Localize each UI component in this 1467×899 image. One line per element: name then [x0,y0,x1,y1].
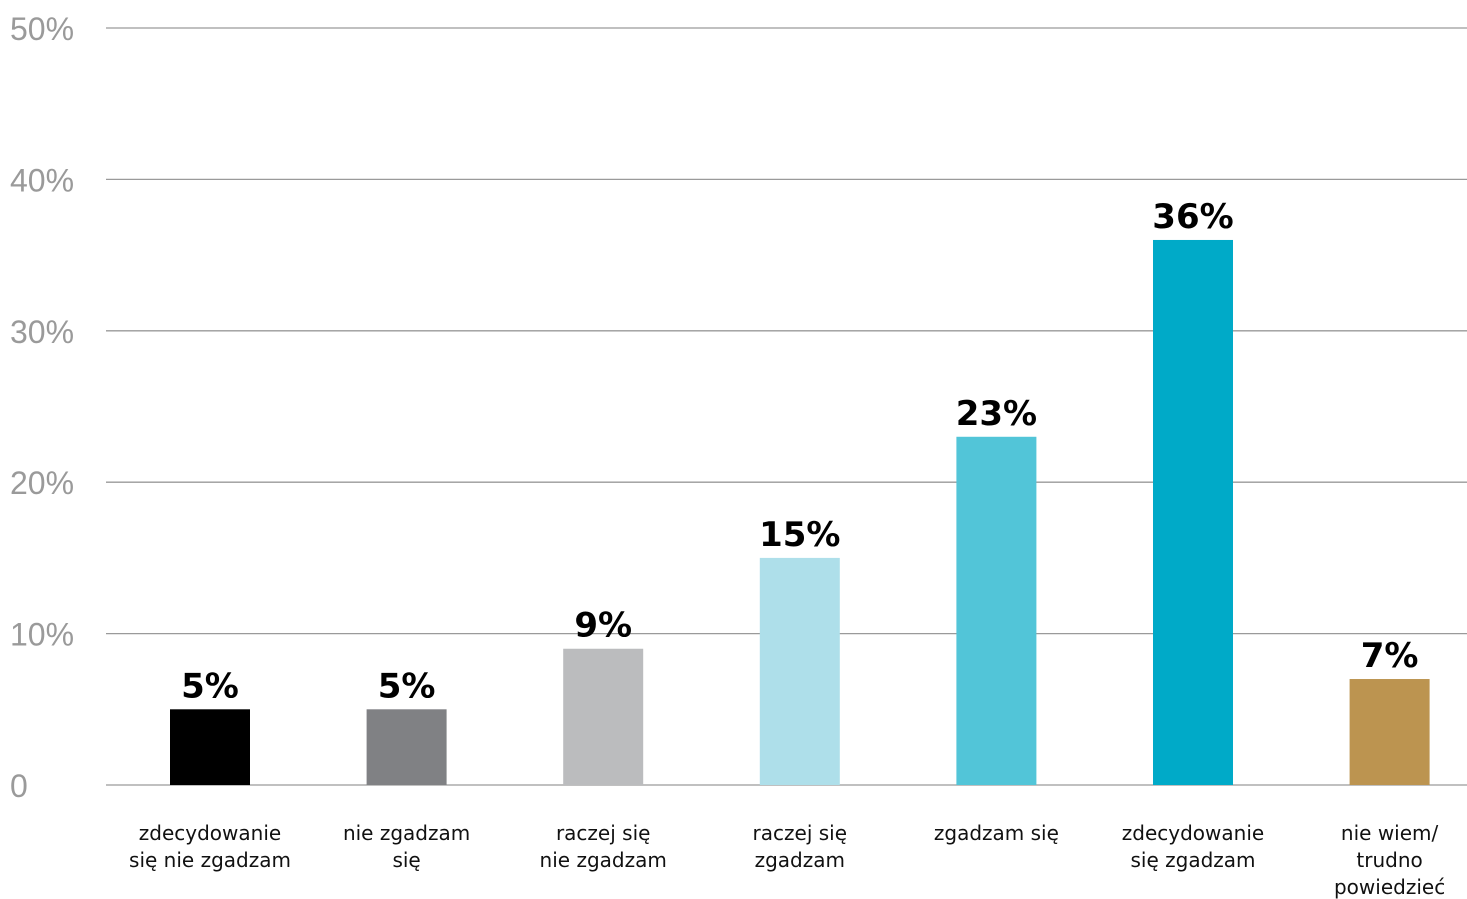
bars [170,239,1430,785]
bar [759,557,840,785]
category-label-line: zdecydowanie [139,821,281,845]
category-label-line: się [392,848,420,872]
category-label: zdecydowanie się zgadzam [1122,821,1264,872]
value-label: 7% [1361,636,1419,676]
category-labels: zdecydowanie się nie zgadzam nie zgadzam si… [129,821,1445,899]
category-label-line: nie zgadzam [343,821,470,845]
value-label: 23% [956,394,1037,434]
category-label: raczej się nie zgadzam [540,821,667,872]
category-label: nie zgadzam się [343,821,470,872]
category-label: zgadzam się [934,821,1059,845]
value-labels: 5% 5% 9% 15% 23% 36% 7% [181,197,1418,706]
y-tick-label: 0 [10,768,28,804]
category-label-line: się zgadzam [1130,848,1255,872]
value-label: 5% [378,666,436,706]
category-label: raczej się zgadzam [753,821,847,872]
y-axis-tick-labels: 0 10% 20% 30% 40% 50% [10,11,74,804]
category-label: nie wiem/trudno powiedzieć [1334,821,1445,899]
category-label-line: trudno [1356,848,1422,872]
category-label: zdecydowanie się nie zgadzam [129,821,291,872]
bar [1349,679,1430,785]
bar [170,709,250,785]
y-tick-label: 10% [10,617,74,653]
value-label: 5% [181,666,239,706]
gridlines [106,27,1467,786]
category-label-line: się nie zgadzam [129,848,291,872]
value-label: 15% [759,515,840,555]
category-label-line: zgadzam się [934,821,1059,845]
category-label-line: zgadzam [755,848,845,872]
value-label: 9% [574,606,632,646]
y-tick-label: 20% [10,465,74,501]
category-label-line: nie wiem/ [1341,821,1439,845]
value-label: 36% [1152,197,1233,237]
bar [366,709,447,785]
bar [563,648,644,785]
category-label-line: raczej się [753,821,847,845]
y-tick-label: 30% [10,314,74,350]
bar [956,436,1037,785]
bar [1153,239,1233,785]
y-tick-label: 50% [10,11,74,47]
category-label-line: zdecydowanie [1122,821,1264,845]
category-label-line: raczej się [556,821,650,845]
category-label-line: powiedzieć [1334,875,1445,899]
category-label-line: nie zgadzam [540,848,667,872]
y-tick-label: 40% [10,162,74,198]
